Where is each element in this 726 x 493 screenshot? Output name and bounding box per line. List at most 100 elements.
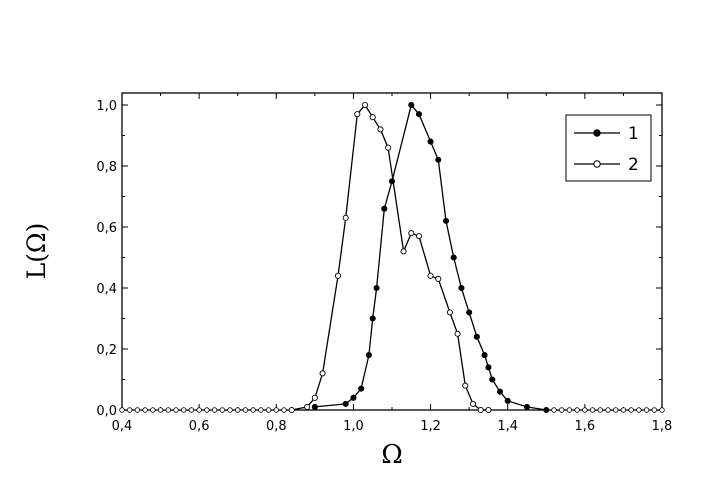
baseline-point [628, 407, 634, 413]
legend: 1 2 [565, 114, 652, 182]
series-2-point [311, 394, 318, 401]
y-tick-label: 0,8 [96, 160, 117, 175]
baseline-point [181, 407, 187, 413]
series-1-point [504, 397, 511, 404]
baseline-point [613, 407, 619, 413]
series-2-point [400, 248, 407, 255]
series-1-point [473, 333, 480, 340]
x-tick-label: 1,6 [575, 419, 596, 434]
y-tick-label: 0,0 [96, 404, 117, 419]
baseline-point [165, 407, 171, 413]
series-2-point [304, 403, 311, 411]
baseline-point [227, 407, 233, 413]
series-1-point [481, 352, 488, 359]
axis-tick-labels: 0,4 0,6 0,8 1,0 1,2 1,4 1,6 1,8 0,0 0,2 0,4 0,6 0,8 1… [96, 99, 672, 434]
series-1-point [485, 364, 492, 371]
baseline-point [589, 407, 596, 413]
y-tick-label: 0,6 [96, 221, 117, 236]
legend-marker-series-1 [593, 129, 601, 137]
series-1-point [466, 309, 473, 316]
baseline-point [636, 407, 642, 413]
baseline-point [551, 407, 557, 413]
series-1-line [314, 103, 547, 411]
baseline-point [643, 407, 650, 413]
series-1-point [442, 217, 450, 224]
series-2-point [288, 406, 295, 414]
series-2-point [334, 272, 342, 279]
legend-marker-series-2 [593, 160, 601, 168]
y-tick-label: 0,2 [96, 343, 117, 358]
baseline-point [273, 407, 279, 413]
series-1-point [311, 403, 318, 411]
x-tick-label: 1,4 [497, 419, 518, 434]
baseline-point [281, 407, 287, 413]
x-tick-label: 1,8 [652, 419, 673, 434]
series-2-point [319, 370, 326, 377]
series-1-point [373, 284, 380, 292]
series-2-point [454, 330, 461, 337]
legend-label-series-2: 2 [628, 155, 639, 175]
series-1-point [458, 284, 465, 292]
series-1-point [435, 156, 442, 163]
series-layer [119, 101, 665, 414]
series-2-point [361, 101, 369, 109]
baseline-point [242, 407, 249, 413]
series-1-point [350, 394, 357, 401]
y-axis-title: L(Ω) [22, 223, 51, 280]
baseline-point [597, 407, 603, 413]
series-2 [288, 101, 492, 414]
baseline-point [157, 407, 164, 413]
legend-label-series-1: 1 [628, 124, 639, 144]
baseline-point [582, 407, 588, 413]
series-2-point [435, 275, 442, 282]
series-1-point [342, 400, 349, 407]
series-1-point [369, 315, 376, 322]
baseline-point [605, 407, 611, 413]
x-tick-label: 0,4 [112, 419, 133, 434]
series-2-point [477, 406, 484, 414]
series-2-point [427, 272, 434, 279]
baseline-point [620, 407, 627, 413]
series-2-point [415, 233, 423, 240]
baseline-point [235, 407, 241, 413]
series-2-point [342, 214, 349, 221]
baseline-point [196, 407, 202, 413]
y-tick-label: 0,4 [96, 282, 117, 297]
series-1-point [427, 138, 434, 145]
series-2-point [369, 114, 376, 121]
baseline-point [250, 407, 256, 413]
x-tick-label: 1,0 [343, 419, 364, 434]
series-1-point [381, 205, 388, 212]
baseline-point [119, 407, 125, 413]
x-tick-label: 0,8 [266, 419, 287, 434]
y-tick-label: 1,0 [96, 99, 117, 114]
series-1-point [543, 406, 550, 414]
axis-ticks [121, 93, 663, 411]
series-2-point [446, 309, 453, 316]
baseline-point [142, 407, 148, 413]
series-1-point [450, 254, 457, 261]
baseline-point [150, 407, 156, 413]
baseline-point [651, 407, 657, 413]
baseline-point [219, 407, 225, 413]
x-axis-title: Ω [381, 440, 403, 470]
baseline-point [204, 407, 210, 413]
baseline-point [127, 407, 133, 413]
series-2-point [469, 400, 477, 407]
series-2-point [377, 126, 384, 133]
baseline-point [173, 407, 179, 413]
baseline-point [211, 407, 218, 413]
baseline-point [265, 407, 272, 413]
legend-box [565, 114, 652, 182]
series-2-line [291, 103, 489, 411]
series-1-point [523, 403, 531, 411]
baseline-point [188, 407, 195, 413]
baseline-point [574, 407, 580, 413]
series-2-point [462, 382, 469, 389]
series-1-point [408, 101, 415, 109]
series-1-point [365, 352, 372, 359]
baseline-point [566, 407, 573, 413]
series-1-point [496, 388, 504, 395]
baseline-point [134, 407, 141, 413]
baseline-point [659, 407, 665, 413]
